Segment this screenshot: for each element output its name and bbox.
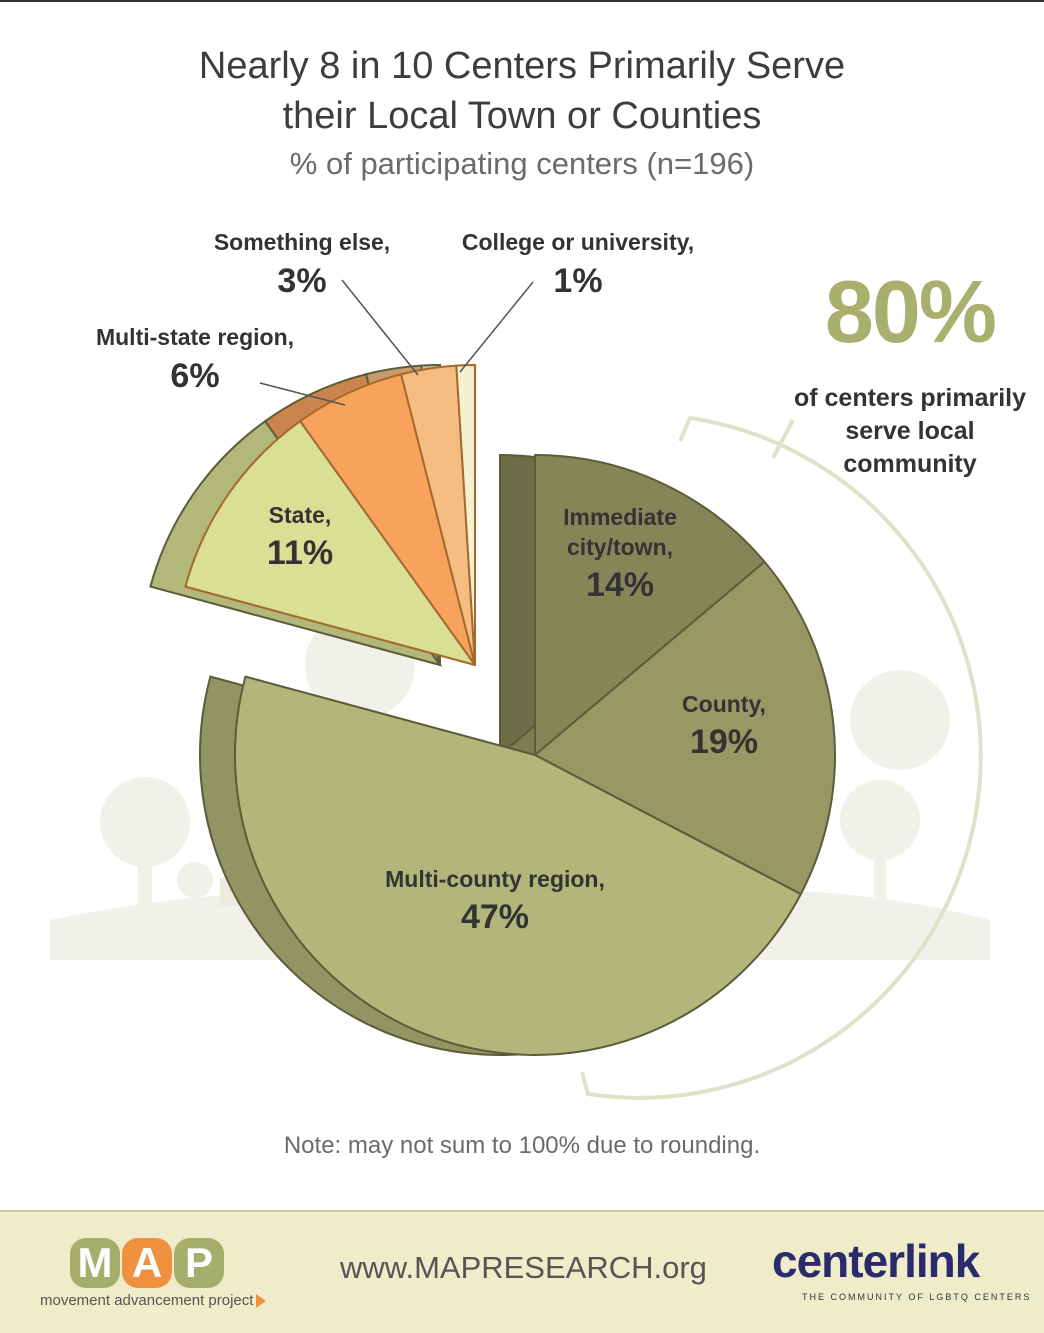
slice-value-label: 6% <box>170 357 219 395</box>
leader-line <box>341 279 419 376</box>
slice-value-label: 19% <box>690 723 758 761</box>
centerlink-logo[interactable]: centerlink <box>772 1235 980 1287</box>
slice-label: Multi-state region, <box>96 324 294 350</box>
pie-slice <box>234 675 802 1056</box>
slice-label: College or university, <box>462 229 694 255</box>
leader-line <box>459 281 534 373</box>
slice-label: County, <box>682 691 766 717</box>
website-link[interactable]: www.MAPRESEARCH.org <box>340 1250 707 1285</box>
map-logo-m: M <box>70 1238 120 1288</box>
pie-slice <box>534 454 766 756</box>
footer: M A P movement advancement project www.M… <box>0 1210 1044 1333</box>
map-logo[interactable]: M A P <box>70 1238 224 1288</box>
leader-line <box>259 382 346 406</box>
group-bracket <box>580 415 983 1100</box>
slice-label: State, <box>269 502 332 528</box>
slice-value-label: 1% <box>553 262 602 300</box>
callout-text-line1: of centers primarily <box>793 384 1027 412</box>
pie-chart: Immediate city/town, 14% County, 19% Multi-co… <box>50 229 990 1100</box>
slice-value-label: 14% <box>586 566 654 604</box>
pie-slices <box>184 364 836 1056</box>
map-tagline: movement advancement project <box>40 1292 254 1309</box>
map-logo-a: A <box>122 1238 172 1288</box>
slice-label: city/town, <box>567 534 673 560</box>
slice-value-label: 11% <box>267 534 333 572</box>
top-rule <box>0 0 1044 2</box>
pie-slice <box>534 560 836 896</box>
footnote: Note: may not sum to 100% due to roundin… <box>283 1132 761 1159</box>
callout-text: of centers primarily serve local communi… <box>790 382 1030 481</box>
play-arrow-icon <box>256 1294 267 1309</box>
callout-text-line3: community <box>843 450 977 478</box>
chart-subtitle: % of participating centers (n=196) <box>289 146 755 181</box>
slice-value-label: 3% <box>277 262 326 300</box>
slice-label: Immediate <box>563 504 677 530</box>
group-bracket-leader <box>771 419 795 459</box>
chart-title-line2: their Local Town or Counties <box>282 95 762 137</box>
callout-text-line2: serve local <box>845 417 975 445</box>
map-tagline-row: movement advancement project <box>40 1292 267 1309</box>
pie-slice <box>184 420 476 666</box>
pie-labels: Immediate city/town, 14% County, 19% Multi-co… <box>96 229 766 936</box>
slice-label: Multi-county region, <box>385 866 605 892</box>
slice-label: Something else, <box>214 229 390 255</box>
map-logo-p: P <box>174 1238 224 1288</box>
slice-value-label: 47% <box>461 898 529 936</box>
callout-value: 80% <box>824 262 997 361</box>
chart-title-line1: Nearly 8 in 10 Centers Primarily Serve <box>198 45 846 87</box>
centerlink-tagline: THE COMMUNITY OF LGBTQ CENTERS <box>802 1292 1032 1302</box>
